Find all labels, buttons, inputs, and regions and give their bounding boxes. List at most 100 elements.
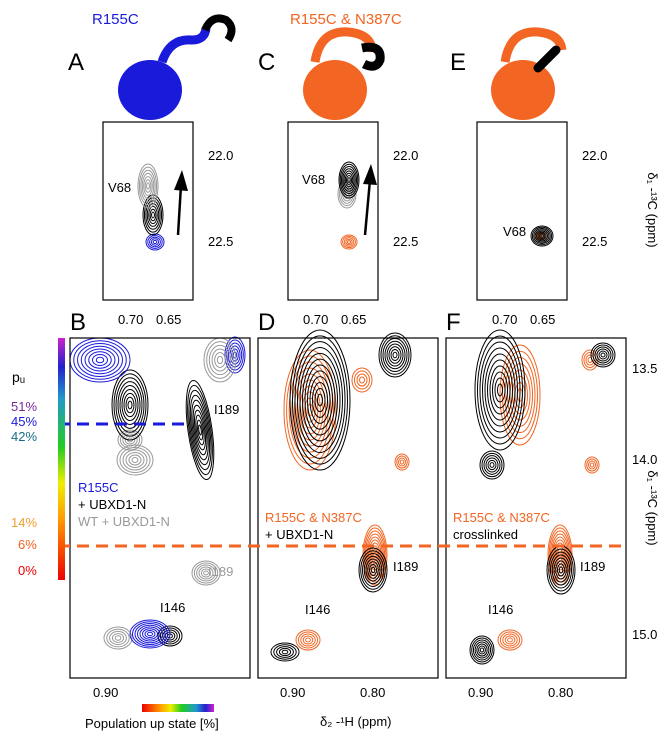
colorbar-tick: 42% bbox=[11, 429, 37, 444]
contour bbox=[340, 234, 358, 250]
x-tick-label: 0.90 bbox=[468, 685, 493, 700]
peak-label: I189 bbox=[208, 564, 233, 579]
y-tick-label: 22.0 bbox=[393, 148, 418, 163]
decoration bbox=[533, 45, 561, 73]
y-tick-label: 14.0 bbox=[632, 452, 657, 467]
x-tick-label: 0.70 bbox=[118, 312, 143, 327]
contour bbox=[129, 619, 171, 649]
y-tick-label: 13.5 bbox=[632, 361, 657, 376]
contour bbox=[69, 337, 131, 383]
legend: WT + UBXD1-N bbox=[78, 514, 170, 529]
contour bbox=[590, 342, 616, 368]
y-axis-label: δ₁ -¹³C (ppm) bbox=[645, 172, 660, 247]
contour bbox=[530, 225, 554, 247]
peak-label: I189 bbox=[393, 559, 418, 574]
peak-label: V68 bbox=[302, 172, 325, 187]
legend: crosslinked bbox=[453, 527, 518, 542]
decoration bbox=[363, 164, 377, 185]
contour bbox=[137, 163, 159, 209]
colorbar-tick: 14% bbox=[11, 515, 37, 530]
panel-box bbox=[69, 337, 251, 679]
decoration bbox=[303, 60, 367, 120]
panel-label: A bbox=[68, 49, 84, 76]
panel-box bbox=[257, 337, 439, 679]
construct: R155C bbox=[92, 11, 139, 28]
contour bbox=[191, 560, 221, 586]
peak-label: I146 bbox=[488, 602, 513, 617]
x-tick-label: 0.70 bbox=[492, 312, 517, 327]
contour bbox=[283, 349, 337, 471]
contour bbox=[584, 456, 600, 474]
panel-label: F bbox=[446, 309, 461, 336]
contour bbox=[270, 642, 300, 662]
legend: R155C & N387C bbox=[453, 510, 550, 525]
panel-box bbox=[287, 121, 379, 301]
contour bbox=[103, 626, 133, 650]
decoration bbox=[361, 42, 385, 71]
contour bbox=[338, 161, 360, 199]
panel-box bbox=[445, 337, 627, 679]
y-tick-label: 22.5 bbox=[393, 234, 418, 249]
panel-label: B bbox=[70, 309, 86, 336]
colorbar-tick: 45% bbox=[11, 414, 37, 429]
x-tick-label: 0.90 bbox=[280, 685, 305, 700]
contour bbox=[145, 233, 165, 251]
peak-label: V68 bbox=[503, 224, 526, 239]
colorbar bbox=[58, 338, 65, 580]
decoration bbox=[157, 27, 211, 64]
colorbar bbox=[142, 704, 214, 712]
panel-box bbox=[102, 121, 194, 301]
contour bbox=[111, 369, 149, 441]
y-tick-label: 22.5 bbox=[208, 234, 233, 249]
decoration bbox=[201, 14, 236, 43]
x-tick-label: 0.90 bbox=[93, 685, 118, 700]
x-tick-label: 0.80 bbox=[548, 685, 573, 700]
legend: + UBXD1-N bbox=[78, 497, 146, 512]
panel-label: E bbox=[450, 49, 466, 76]
panel-label: C bbox=[258, 49, 275, 76]
colorbar-title: pᵤ bbox=[12, 369, 25, 385]
colorbar-tick: 51% bbox=[11, 399, 37, 414]
contour bbox=[394, 453, 410, 471]
decoration bbox=[500, 27, 567, 63]
peak-label: I189 bbox=[580, 559, 605, 574]
contour bbox=[295, 629, 321, 651]
legend: + UBXD1-N bbox=[265, 527, 333, 542]
contour bbox=[358, 547, 388, 593]
y-axis-label: δ₁ -¹³C (ppm) bbox=[645, 470, 660, 545]
contour bbox=[469, 635, 495, 665]
contour bbox=[289, 329, 351, 471]
x-tick-label: 0.65 bbox=[156, 312, 181, 327]
panel-box bbox=[476, 121, 568, 301]
contour bbox=[474, 329, 526, 451]
colorbar-tick: 6% bbox=[18, 537, 37, 552]
peak-label: I189 bbox=[214, 402, 239, 417]
peak-label: I146 bbox=[305, 602, 330, 617]
contour bbox=[116, 444, 154, 476]
x-tick-label: 0.70 bbox=[303, 312, 328, 327]
legend: R155C bbox=[78, 480, 118, 495]
contour bbox=[497, 629, 523, 651]
decoration bbox=[491, 60, 555, 120]
y-tick-label: 22.5 bbox=[582, 234, 607, 249]
contour bbox=[351, 367, 373, 393]
x-tick-label: 0.80 bbox=[360, 685, 385, 700]
y-tick-label: 22.0 bbox=[208, 148, 233, 163]
x-tick-label: 0.65 bbox=[530, 312, 555, 327]
y-tick-label: 22.0 bbox=[582, 148, 607, 163]
decoration bbox=[118, 60, 182, 120]
peak-label: V68 bbox=[108, 180, 131, 195]
content: A R155C C R155C & N387C E V68 V68 V68 22… bbox=[11, 11, 660, 731]
decoration bbox=[363, 179, 372, 236]
x-axis-label: δ₂ -¹H (ppm) bbox=[320, 714, 392, 729]
x-tick-label: 0.65 bbox=[341, 312, 366, 327]
decoration bbox=[174, 170, 188, 191]
contour bbox=[479, 450, 505, 480]
colorbar-tick: 0% bbox=[18, 563, 37, 578]
contour bbox=[142, 194, 164, 236]
contour bbox=[185, 379, 215, 481]
contour bbox=[546, 545, 576, 595]
peak-label: I146 bbox=[160, 600, 185, 615]
y-tick-label: 15.0 bbox=[632, 627, 657, 642]
